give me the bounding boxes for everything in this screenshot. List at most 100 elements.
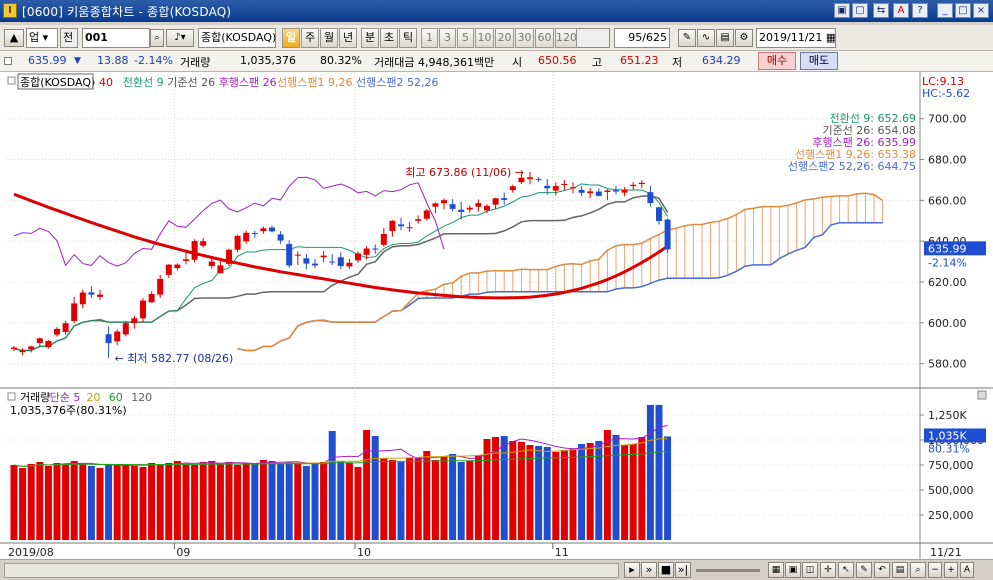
interval-button-1[interactable]: 1	[421, 28, 438, 48]
period-tab-4[interactable]: 분	[361, 28, 379, 48]
chart-canvas[interactable]: 700.00680.00660.00640.00620.00600.00580.…	[0, 72, 993, 559]
cursor-icon[interactable]: ↖	[838, 562, 854, 578]
candle-body	[217, 265, 224, 274]
help-icon[interactable]: ?	[912, 3, 928, 18]
price-legend-item: 40	[99, 76, 113, 89]
font-icon[interactable]: A	[893, 3, 909, 18]
tool-wrench-icon[interactable]: ✎	[678, 29, 696, 47]
zoom-icon[interactable]: ⌕	[910, 562, 926, 578]
search-icon[interactable]: ⌕	[150, 29, 164, 47]
chart-area[interactable]: 700.00680.00660.00640.00620.00600.00580.…	[0, 72, 993, 559]
interval-button-30[interactable]: 30	[515, 28, 534, 48]
count-input[interactable]: 95/625	[614, 28, 670, 48]
indicator-value: 기준선 26: 654.08	[822, 124, 916, 137]
interval-button-5[interactable]: 5	[457, 28, 474, 48]
code-input[interactable]: 001	[82, 28, 150, 48]
volume-bar	[569, 449, 577, 540]
candle-body	[647, 192, 654, 204]
volume-bar	[148, 463, 156, 540]
candle-body	[122, 323, 129, 335]
volume-bar	[595, 441, 603, 540]
zoom-slider[interactable]	[696, 569, 760, 572]
minimize-button[interactable]: _	[937, 3, 953, 18]
candle-body	[36, 338, 43, 343]
fast-forward-icon[interactable]: »	[641, 562, 657, 578]
candle-body	[62, 323, 69, 332]
volume-bar	[216, 464, 224, 540]
interval-button-10[interactable]: 10	[475, 28, 494, 48]
volume-label: 거래량	[180, 56, 211, 69]
price-tick-label: 680.00	[928, 154, 967, 167]
split-icon[interactable]: ◫	[802, 562, 818, 578]
candle-body	[71, 303, 78, 321]
volume-bar	[277, 463, 285, 540]
interval-button-3[interactable]: 3	[439, 28, 456, 48]
volume-bar	[259, 460, 267, 540]
high-label: 고	[592, 56, 603, 69]
volume-pct: 80.32%	[320, 54, 362, 67]
restore-layout-icon[interactable]: ▣	[834, 3, 850, 18]
draw-icon[interactable]: ✎	[856, 562, 872, 578]
jeon-button[interactable]: 전	[60, 28, 78, 48]
minus-icon[interactable]: −	[928, 562, 942, 578]
candle-body	[423, 210, 430, 219]
date-input[interactable]: 2019/11/21 ▦	[756, 28, 836, 48]
period-tab-2[interactable]: 월	[320, 28, 338, 48]
settings-icon[interactable]: ⚙	[735, 29, 753, 47]
font-size-icon[interactable]: A	[960, 562, 974, 578]
low-value: 634.29	[702, 54, 741, 67]
plus-icon[interactable]: +	[944, 562, 958, 578]
volume-bar	[474, 455, 482, 540]
volume-bar	[535, 446, 543, 540]
collapse-icon[interactable]	[4, 57, 12, 65]
span-a-line	[237, 192, 884, 352]
chart-type-icon[interactable]: ▲	[4, 29, 24, 47]
close-button[interactable]: ×	[973, 3, 989, 18]
period-tab-1[interactable]: 주	[301, 28, 319, 48]
crosshair-icon[interactable]: ✛	[820, 562, 836, 578]
interval-button-120[interactable]: 120	[555, 28, 577, 48]
period-tab-5[interactable]: 초	[380, 28, 398, 48]
period-tab-3[interactable]: 년	[339, 28, 357, 48]
name-input[interactable]: 종합(KOSDAQ)	[198, 28, 276, 48]
period-tab-6[interactable]: 틱	[399, 28, 417, 48]
volume-tick-label: 250,000	[928, 509, 974, 522]
candle-body	[303, 258, 310, 264]
speaker-icon[interactable]: ♪▾	[166, 29, 194, 47]
play-icon[interactable]: ▸	[624, 562, 640, 578]
volume-bar	[509, 441, 517, 540]
candle-body	[363, 248, 370, 255]
candle-body	[544, 185, 551, 189]
period-tab-0[interactable]: 일	[282, 28, 300, 48]
save-icon[interactable]: ▤	[716, 29, 734, 47]
candle-body	[475, 203, 482, 207]
volume-bar	[27, 464, 35, 540]
maximize-button[interactable]: □	[955, 3, 971, 18]
candle-body	[165, 264, 172, 275]
buy-button[interactable]: 매수	[758, 52, 796, 70]
undo-icon[interactable]: ↶	[874, 562, 890, 578]
sell-button[interactable]: 매도	[800, 52, 838, 70]
app-icon: I	[3, 3, 17, 18]
interval-button-60[interactable]: 60	[535, 28, 554, 48]
volume-bar	[165, 463, 173, 540]
interval-button-20[interactable]: 20	[495, 28, 514, 48]
volume-legend-item: 거래량	[20, 391, 50, 404]
layout-icon[interactable]: ▦	[768, 562, 784, 578]
end-icon[interactable]: »|	[675, 562, 691, 578]
window-layout-icon[interactable]: ▢	[852, 3, 868, 18]
grid-icon[interactable]: ▣	[785, 562, 801, 578]
print-icon[interactable]: ▤	[892, 562, 908, 578]
market-select[interactable]: 업 ▾	[26, 28, 58, 48]
tool-compare-icon[interactable]: ∿	[697, 29, 715, 47]
price-legend-item: 전환선 9	[123, 76, 164, 89]
stop-icon[interactable]: ■	[658, 562, 674, 578]
volume-readout: 1,035,376주(80.31%)	[10, 404, 127, 417]
volume-bar	[10, 465, 18, 540]
volume-bar	[552, 452, 560, 540]
link-icon[interactable]: ⇆	[873, 3, 889, 18]
horizontal-scrollbar[interactable]	[4, 563, 619, 578]
candle-body	[604, 190, 611, 192]
x-axis-right-label: 11/21	[930, 546, 962, 559]
candle-body	[157, 278, 164, 295]
